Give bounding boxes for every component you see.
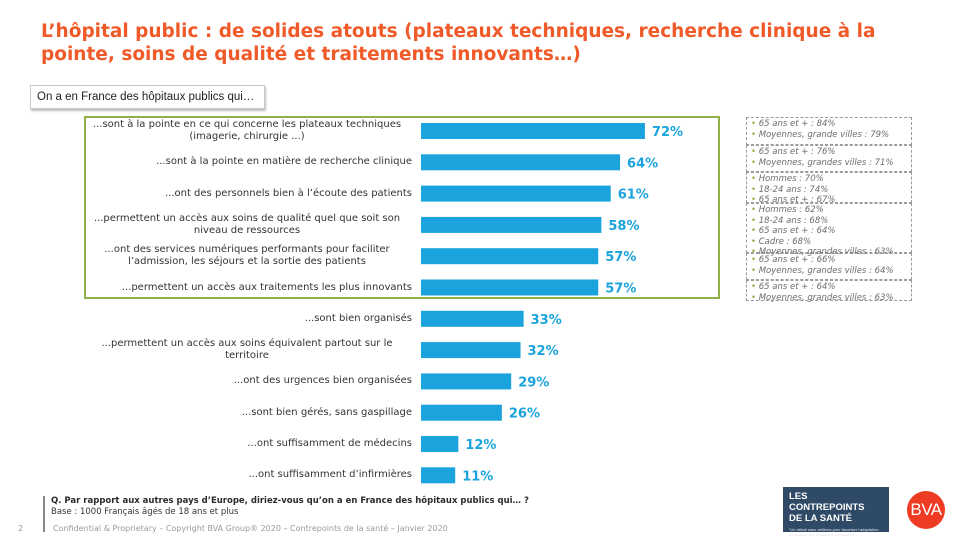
chart-subtitle-box: On a en France des hôpitaux publics qui… bbox=[30, 85, 266, 109]
category-label: ...sont à la pointe en matière de recher… bbox=[156, 156, 412, 168]
note-line: 65 ans et + : 84% bbox=[751, 119, 907, 130]
bar-value-label: 32% bbox=[528, 344, 559, 359]
note-line: 18-24 ans : 68% bbox=[751, 216, 907, 227]
bar bbox=[421, 216, 602, 233]
bar bbox=[421, 310, 524, 327]
bva-logo-text: BVA bbox=[910, 500, 942, 519]
category-label: ...permettent un accès aux soins de qual… bbox=[93, 212, 401, 236]
contrepoints-logo-line1: LES CONTREPOINTS bbox=[789, 491, 865, 513]
bar bbox=[421, 467, 456, 484]
bar-value-label: 58% bbox=[608, 219, 639, 234]
bar bbox=[421, 185, 611, 202]
question-block: Q. Par rapport aux autres pays d’Europe,… bbox=[43, 496, 529, 532]
category-label: ...sont à la pointe en ce qui concerne l… bbox=[92, 119, 402, 142]
note-box: 65 ans et + : 64%Moyennes, grandes ville… bbox=[746, 280, 912, 304]
bar bbox=[421, 279, 599, 296]
category-label: ...sont bien organisés bbox=[304, 312, 412, 324]
note-box: 65 ans et + : 76%Moyennes, grandes ville… bbox=[746, 145, 912, 172]
bar-value-label: 72% bbox=[652, 125, 683, 140]
question-text: Q. Par rapport aux autres pays d’Europe,… bbox=[51, 496, 529, 506]
note-line: Moyennes, grande villes : 79% bbox=[751, 130, 907, 141]
note-line: Moyennes, grandes villes : 63% bbox=[751, 247, 907, 258]
note-line: 65 ans et + : 64% bbox=[751, 282, 907, 293]
bar-value-label: 11% bbox=[462, 469, 493, 484]
bar bbox=[421, 436, 459, 452]
note-line: 65 ans et + : 64% bbox=[751, 226, 907, 237]
note-box: 65 ans et + : 84%Moyennes, grande villes… bbox=[746, 117, 912, 145]
bar-value-label: 29% bbox=[518, 375, 549, 390]
bar bbox=[421, 342, 521, 359]
note-line: 65 ans et + : 67% bbox=[751, 195, 907, 206]
note-line: Hommes : 70% bbox=[751, 174, 907, 185]
base-text: Base : 1000 Français âgés de 18 ans et p… bbox=[51, 507, 239, 517]
bar bbox=[421, 404, 502, 421]
note-box: Hommes : 62%18-24 ans : 68%65 ans et + :… bbox=[746, 203, 912, 257]
category-label: ...sont bien gérés, sans gaspillage bbox=[241, 406, 412, 418]
note-line: Cadre : 68% bbox=[751, 237, 907, 248]
contrepoints-logo-line2: DE LA SANTÉ bbox=[789, 513, 852, 524]
note-box: Hommes : 70%18-24 ans : 74%65 ans et + :… bbox=[746, 172, 912, 206]
note-line: 65 ans et + : 66% bbox=[751, 255, 907, 266]
bar-value-label: 33% bbox=[531, 313, 562, 328]
bar-value-label: 26% bbox=[509, 407, 540, 422]
slide-title: L’hôpital public : de solides atouts (pl… bbox=[41, 21, 876, 65]
note-line: Moyennes, grandes villes : 71% bbox=[751, 158, 907, 169]
note-line: Moyennes, grandes villes : 63% bbox=[751, 293, 907, 304]
bar-value-label: 61% bbox=[618, 188, 649, 203]
bva-logo: BVA bbox=[907, 491, 945, 529]
category-label: ...ont des services numériques performan… bbox=[104, 244, 390, 268]
category-label: ...ont des urgences bien organisées bbox=[233, 375, 412, 387]
note-line: 18-24 ans : 74% bbox=[751, 185, 907, 196]
highlight-frame bbox=[84, 116, 720, 299]
bar bbox=[421, 154, 621, 171]
page-number: 2 bbox=[18, 524, 24, 533]
bar bbox=[421, 123, 645, 139]
category-label: ...permettent un accès aux traitements l… bbox=[121, 281, 412, 293]
bar bbox=[421, 373, 512, 390]
bar-value-label: 57% bbox=[605, 250, 636, 265]
category-label: ...ont suffisamment d’infirmières bbox=[248, 469, 412, 481]
bar-value-label: 57% bbox=[605, 282, 636, 297]
note-line: 65 ans et + : 76% bbox=[751, 147, 907, 158]
note-box: 65 ans et + : 66%Moyennes, grandes ville… bbox=[746, 253, 912, 280]
category-label: ...ont des personnels bien à l’écoute de… bbox=[164, 187, 412, 199]
contrepoints-logo: LES CONTREPOINTS DE LA SANTÉ "Un débat s… bbox=[783, 487, 889, 537]
contrepoints-tagline: "Un débat sans œillères pour favoriser l… bbox=[789, 527, 879, 537]
footer-copyright: Confidential & Proprietary – Copyright B… bbox=[53, 524, 448, 533]
bar-value-label: 12% bbox=[465, 438, 496, 453]
category-label: ...ont suffisamment de médecins bbox=[247, 438, 412, 449]
bar-value-label: 64% bbox=[627, 156, 658, 171]
category-label: ...permettent un accès aux soins équival… bbox=[101, 338, 393, 362]
note-line: Hommes : 62% bbox=[751, 205, 907, 216]
note-line: Moyennes, grandes villes : 64% bbox=[751, 266, 907, 277]
bar bbox=[421, 248, 599, 265]
